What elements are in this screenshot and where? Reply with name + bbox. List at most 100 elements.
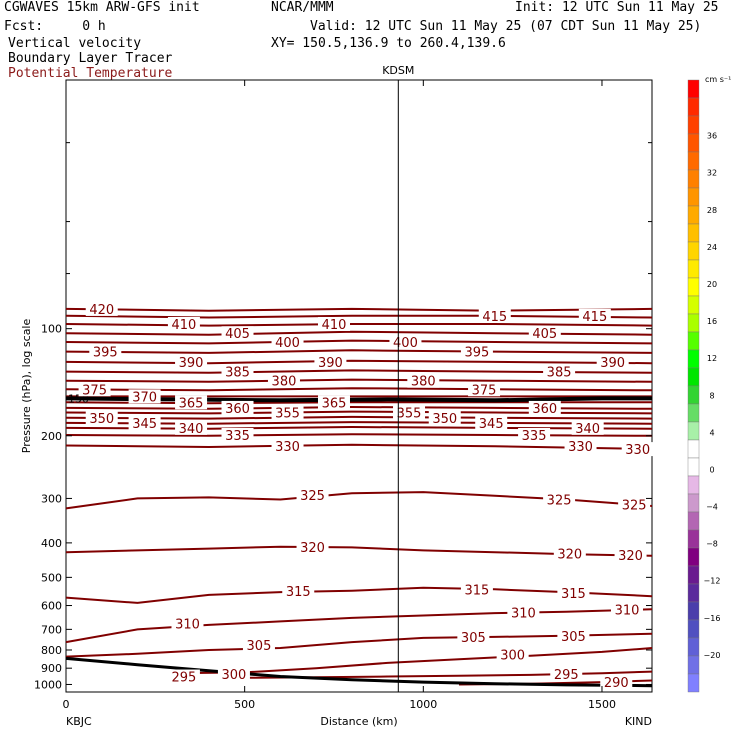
contour-label-390: 390 xyxy=(318,356,343,371)
contour-label-bg xyxy=(610,602,643,617)
colorbar-swatch xyxy=(687,655,700,675)
contour-label-415: 415 xyxy=(482,310,507,325)
field-bl-tracer: Boundary Layer Tracer xyxy=(8,51,173,66)
colorbar-swatch xyxy=(687,475,700,495)
contour-label-bg xyxy=(171,616,204,631)
plot-frame xyxy=(65,79,653,693)
end-station-label: KIND xyxy=(625,715,652,728)
contour-label-bg xyxy=(317,316,350,331)
colorbar: 36 32 28 24 20 16 12 8 4 0 −4 −8 −12 −16 −20 xyxy=(687,79,721,693)
contour-label-bg xyxy=(167,669,200,684)
terrain-line xyxy=(65,656,653,688)
contour-label-bg xyxy=(478,308,511,323)
contour-label-bg xyxy=(271,405,304,420)
isentrope-360 xyxy=(65,405,653,410)
contour-label-385: 385 xyxy=(225,366,250,381)
contour-label-410: 410 xyxy=(322,318,347,333)
colorbar-swatch xyxy=(687,331,700,351)
contour-label-bg xyxy=(528,400,561,415)
contour-label-345: 345 xyxy=(132,417,157,432)
contour-label-bg xyxy=(175,354,208,369)
contour-label-410: 410 xyxy=(172,318,197,333)
contour-label-bg xyxy=(221,326,254,341)
isentrope-335 xyxy=(65,433,653,437)
isentrope-375 xyxy=(65,387,653,392)
contour-label-310: 310 xyxy=(615,604,640,619)
cross-section-endpoints: XY= 150.5,136.9 to 260.4,139.6 xyxy=(271,36,506,51)
contour-label-bg xyxy=(175,420,208,435)
y-tick-label: 900 xyxy=(41,662,62,675)
init-time: Init: 12 UTC Sun 11 May 25 xyxy=(515,0,719,15)
colorbar-label: −8 xyxy=(706,540,718,549)
x-tick-label: 0 xyxy=(63,698,70,711)
colorbar-swatch xyxy=(687,115,700,135)
contour-label-bg xyxy=(242,638,275,653)
contour-label-bg xyxy=(600,675,633,690)
contour-label-355: 355 xyxy=(275,406,300,421)
contour-label-375: 375 xyxy=(82,383,107,398)
colorbar-swatch xyxy=(687,637,700,657)
colorbar-swatch xyxy=(687,457,700,477)
contour-label-295: 295 xyxy=(554,668,579,683)
colorbar-label: 24 xyxy=(707,243,717,252)
colorbar-swatch xyxy=(687,259,700,279)
contour-label-350: 350 xyxy=(432,412,457,427)
contour-label-375: 375 xyxy=(472,383,497,398)
colorbar-swatch xyxy=(687,529,700,549)
contour-label-325: 325 xyxy=(300,489,325,504)
contour-label-320: 320 xyxy=(300,541,325,556)
contour-label-bg xyxy=(518,428,551,443)
contour-label-bg xyxy=(475,415,508,430)
contour-label-355: 355 xyxy=(397,406,422,421)
contour-label-bg xyxy=(460,344,493,359)
y-tick-label: 1000 xyxy=(34,678,62,691)
contour-label-300: 300 xyxy=(500,649,525,664)
isentrope-345 xyxy=(65,421,653,425)
contour-label-400: 400 xyxy=(393,336,418,351)
isentrope-300 xyxy=(173,647,653,675)
contour-label-bg xyxy=(175,395,208,410)
colorbar-label: 0 xyxy=(709,465,714,474)
start-station-label: KBJC xyxy=(66,715,92,728)
contour-label-bg xyxy=(167,316,200,331)
contour-label-335: 335 xyxy=(225,429,250,444)
contour-label-bg xyxy=(557,585,590,600)
contour-label-330: 330 xyxy=(625,443,650,458)
station-marker-label: KDSM xyxy=(382,64,414,77)
contour-label-305: 305 xyxy=(461,631,486,646)
contour-label-bg xyxy=(460,582,493,597)
contour-label-bg xyxy=(614,548,647,563)
isentrope-350 xyxy=(65,415,653,420)
contour-label-320: 320 xyxy=(618,549,643,564)
contour-label-305: 305 xyxy=(561,630,586,645)
y-tick-label: 500 xyxy=(41,571,62,584)
contour-labels: 420 410 405 400 410 415 405 415 400 395 390 385 390 3… xyxy=(78,301,654,691)
contour-label-345: 345 xyxy=(479,417,504,432)
colorbar-swatch xyxy=(687,583,700,603)
contour-label-bg xyxy=(543,492,576,507)
contour-label-bg xyxy=(407,373,440,388)
center-name: NCAR/MMM xyxy=(271,0,334,15)
contour-label-bg xyxy=(468,382,501,397)
y-tick-label: 300 xyxy=(41,492,62,505)
colorbar-swatch xyxy=(687,169,700,189)
contour-label-bg xyxy=(271,334,304,349)
colorbar-swatch xyxy=(687,205,700,225)
isentrope-410 xyxy=(65,323,653,327)
contour-label-390: 390 xyxy=(179,356,204,371)
colorbar-label: −16 xyxy=(704,614,721,623)
colorbar-swatch xyxy=(687,565,700,585)
contour-label-315: 315 xyxy=(561,587,586,602)
y-axis-label: Pressure (hPa), log scale xyxy=(20,319,33,454)
colorbar-label: 8 xyxy=(709,391,714,400)
colorbar-swatch xyxy=(687,223,700,243)
contour-label-360: 360 xyxy=(532,402,557,417)
contour-label-395: 395 xyxy=(93,346,118,361)
contour-label-bg xyxy=(85,301,118,316)
isentrope-305 xyxy=(65,632,653,658)
contour-label-290: 290 xyxy=(604,676,629,691)
contour-label-335: 335 xyxy=(522,429,547,444)
isentrope-contours xyxy=(65,307,653,686)
valid-time: Valid: 12 UTC Sun 11 May 25 (07 CDT Sun … xyxy=(310,19,702,34)
